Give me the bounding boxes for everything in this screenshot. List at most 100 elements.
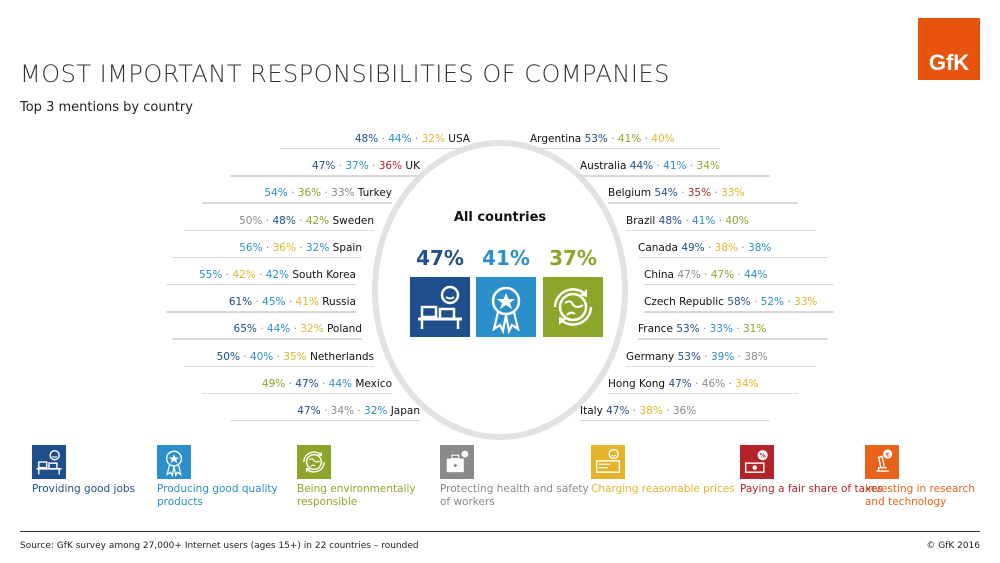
- country-row-poland: 65% · 44% · 32% Poland: [234, 323, 362, 335]
- separator: ·: [641, 133, 652, 145]
- row-underline: [580, 175, 770, 177]
- center-percent-products: 41%: [482, 246, 530, 270]
- separator: ·: [318, 377, 329, 390]
- row-underline: [626, 365, 816, 367]
- data-label: 36%: [272, 241, 296, 254]
- country-row-south-korea: 55% · 42% · 42% South Korea: [199, 269, 356, 281]
- data-label: 34%: [735, 377, 759, 390]
- globe-recycle-icon: [297, 445, 331, 479]
- country-row-spain: 56% · 36% · 32% Spain: [239, 242, 362, 254]
- country-name: Poland: [326, 323, 362, 336]
- separator: ·: [368, 160, 379, 173]
- country-row-italy: Italy 47% · 38% · 36%: [580, 405, 696, 417]
- separator: ·: [732, 323, 743, 336]
- separator: ·: [295, 241, 306, 254]
- separator: ·: [335, 160, 346, 173]
- legend-item-research: € Investing in research and technology: [865, 445, 985, 509]
- data-label: 54%: [264, 187, 288, 200]
- country-name: France: [638, 323, 673, 336]
- separator: ·: [699, 323, 710, 336]
- data-label: 41%: [617, 133, 642, 145]
- separator: ·: [711, 187, 722, 200]
- legend-label: Charging reasonable prices: [591, 483, 735, 495]
- legend-label: Paying a fair share of taxes: [740, 483, 883, 495]
- legend-item-environment: Being environmentally responsible: [297, 445, 447, 509]
- data-label: 38%: [748, 241, 772, 254]
- data-label: 41%: [295, 296, 319, 309]
- country-name: Germany: [626, 350, 675, 363]
- data-label: 53%: [676, 323, 700, 336]
- row-underline: [202, 202, 392, 204]
- country-row-japan: 47% · 34% · 32% Japan: [297, 405, 420, 417]
- data-label: 36%: [378, 160, 403, 173]
- country-name: China: [644, 269, 674, 281]
- data-label: 42%: [265, 269, 290, 281]
- country-name: Italy: [580, 405, 603, 417]
- center-percent-jobs: 47%: [416, 246, 464, 270]
- row-underline: [166, 284, 356, 286]
- country-row-canada: Canada 49% · 38% · 38%: [638, 242, 771, 254]
- tax-percent-icon: %: [740, 445, 774, 479]
- data-label: 45%: [262, 296, 286, 309]
- data-label: 47%: [668, 377, 692, 390]
- separator: ·: [411, 133, 422, 145]
- row-underline: [626, 229, 816, 231]
- separator: ·: [290, 323, 301, 336]
- legend-label: Being environmentally responsible: [297, 483, 416, 508]
- country-row-uk: 47% · 37% · 36% UK: [312, 160, 420, 172]
- legend-label: Producing good quality products: [157, 483, 278, 508]
- award-ribbon-icon: [157, 445, 191, 479]
- separator: ·: [262, 241, 273, 254]
- separator: ·: [295, 214, 306, 227]
- data-label: 34%: [696, 160, 720, 173]
- data-label: 54%: [654, 187, 678, 200]
- separator: ·: [738, 241, 749, 254]
- country-name: Russia: [322, 296, 356, 309]
- row-underline: [608, 392, 798, 395]
- country-name: South Korea: [292, 269, 356, 281]
- data-label: 46%: [701, 377, 726, 390]
- award-ribbon-icon: [476, 277, 536, 337]
- separator: ·: [784, 296, 795, 309]
- legend-item-products: Producing good quality products: [157, 445, 307, 509]
- row-underline: [530, 148, 720, 150]
- legend-item-taxes: % Paying a fair share of taxes: [740, 445, 890, 496]
- separator: ·: [256, 323, 267, 336]
- data-label: 37%: [345, 160, 369, 173]
- country-row-belgium: Belgium 54% · 35% · 33%: [608, 187, 744, 199]
- separator: ·: [378, 133, 389, 145]
- price-tag-icon: [591, 445, 625, 479]
- separator: ·: [354, 405, 365, 417]
- separator: ·: [262, 214, 273, 227]
- data-label: 39%: [710, 350, 735, 363]
- legend-item-health: Protecting health and safety of workers: [440, 445, 590, 509]
- data-label: 61%: [228, 296, 253, 309]
- data-label: 49%: [261, 377, 286, 390]
- data-label: 40%: [249, 350, 274, 363]
- separator: ·: [677, 187, 688, 200]
- row-underline: [166, 311, 356, 313]
- separator: ·: [715, 214, 726, 227]
- row-underline: [184, 229, 374, 231]
- data-label: 52%: [760, 296, 784, 309]
- data-label: 47%: [312, 160, 336, 173]
- row-underline: [230, 175, 420, 177]
- data-label: 48%: [354, 133, 379, 145]
- data-label: 50%: [216, 350, 240, 363]
- country-row-turkey: 54% · 36% · 33% Turkey: [264, 187, 392, 199]
- data-label: 33%: [709, 323, 733, 336]
- data-label: 35%: [283, 350, 307, 363]
- data-label: 41%: [692, 214, 716, 227]
- row-underline: [644, 284, 834, 286]
- country-name: Belgium: [608, 187, 652, 200]
- separator: ·: [750, 296, 761, 309]
- country-row-czech-republic: Czech Republic 58% · 52% · 33%: [644, 296, 817, 308]
- separator: ·: [704, 241, 715, 254]
- country-name: USA: [448, 133, 470, 145]
- data-label: 50%: [239, 214, 263, 227]
- data-label: 47%: [710, 269, 735, 281]
- data-label: 33%: [721, 187, 745, 200]
- country-row-argentina: Argentina 53% · 41% · 40%: [530, 133, 675, 145]
- source-note: Source: GfK survey among 27,000+ Interne…: [20, 541, 419, 551]
- data-label: 55%: [198, 269, 223, 281]
